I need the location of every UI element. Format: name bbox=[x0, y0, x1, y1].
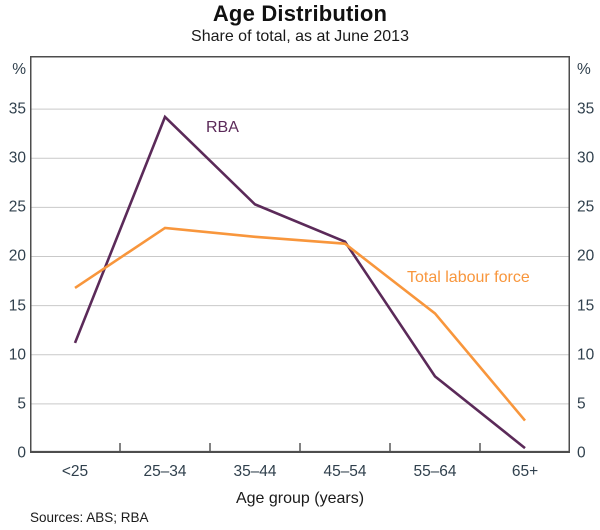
x-tick-label: 55–64 bbox=[413, 463, 457, 480]
y-tick-label-right: 35 bbox=[577, 100, 595, 118]
y-axis-unit-left: % bbox=[12, 61, 26, 78]
y-tick-label-left: 15 bbox=[8, 296, 26, 314]
y-tick-label-left: 5 bbox=[17, 395, 26, 413]
series-line-total-labour-force bbox=[74, 226, 526, 422]
y-tick-label-left: 35 bbox=[8, 100, 26, 118]
y-tick-label-left: 0 bbox=[17, 444, 26, 462]
plot-svg bbox=[30, 56, 570, 454]
chart-subtitle: Share of total, as at June 2013 bbox=[191, 28, 409, 45]
y-tick-label-right: 15 bbox=[577, 296, 595, 314]
series-line-rba bbox=[73, 114, 526, 450]
sources-note: Sources: ABS; RBA bbox=[30, 510, 149, 525]
x-tick-label: 45–54 bbox=[323, 463, 367, 480]
series-label-total-labour-force: Total labour force bbox=[407, 269, 530, 286]
y-tick-label-left: 10 bbox=[8, 345, 26, 363]
y-tick-label-right: 0 bbox=[577, 444, 586, 462]
y-tick-label-left: 25 bbox=[8, 198, 26, 216]
y-tick-label-right: 5 bbox=[577, 395, 586, 413]
y-tick-label-right: 20 bbox=[577, 247, 595, 265]
y-tick-label-right: 10 bbox=[577, 345, 595, 363]
x-tick-label: 65+ bbox=[511, 463, 539, 480]
y-tick-label-left: 20 bbox=[8, 247, 26, 265]
x-tick-label: 35–44 bbox=[233, 463, 277, 480]
x-tick-label: <25 bbox=[61, 463, 89, 480]
y-tick-label-left: 30 bbox=[8, 149, 26, 167]
series-label-rba: RBA bbox=[206, 119, 239, 136]
chart-title: Age Distribution bbox=[212, 1, 388, 26]
x-axis-title: Age group (years) bbox=[235, 490, 365, 507]
y-tick-label-right: 30 bbox=[577, 149, 595, 167]
x-tick-label: 25–34 bbox=[143, 463, 187, 480]
plot-area bbox=[30, 56, 570, 454]
y-tick-label-right: 25 bbox=[577, 198, 595, 216]
y-axis-unit-right: % bbox=[577, 61, 591, 78]
